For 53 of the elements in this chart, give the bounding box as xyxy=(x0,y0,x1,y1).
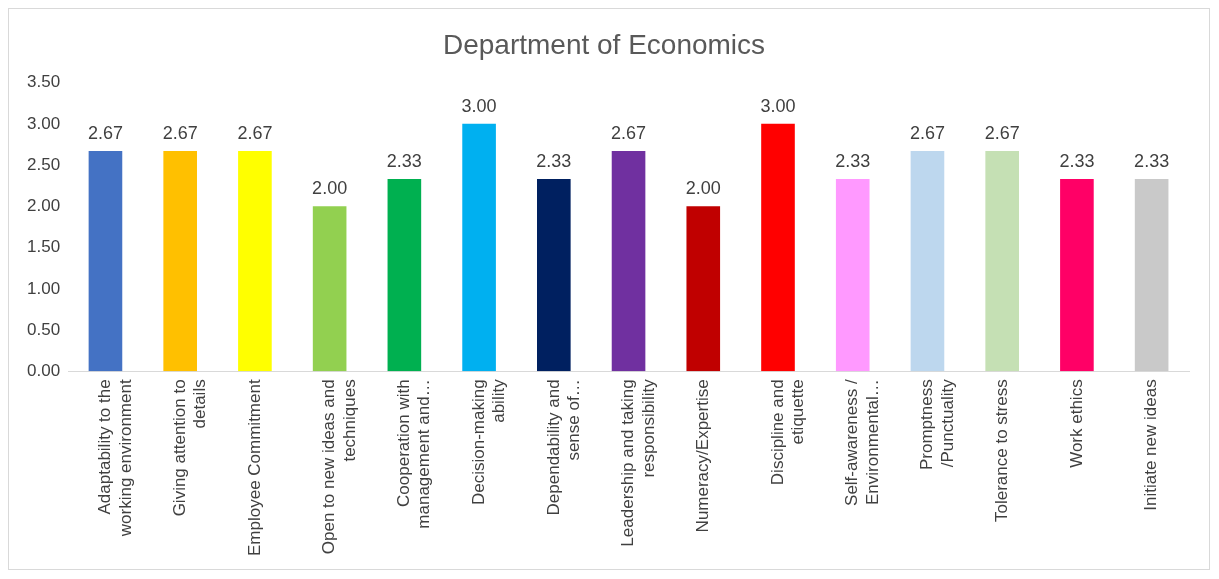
y-tick-label: 3.00 xyxy=(26,113,61,133)
data-label: 3.00 xyxy=(760,95,796,116)
bar xyxy=(537,179,571,372)
data-label: 2.67 xyxy=(984,123,1020,144)
data-label: 2.67 xyxy=(237,123,273,144)
bar xyxy=(835,179,870,372)
x-tick-label: Decision-making ability xyxy=(468,378,509,506)
x-tick-label: Discipline and etiquette xyxy=(767,379,808,486)
x-tick-label: Employee Commitment xyxy=(244,379,264,557)
x-tick-label: Work ethics xyxy=(1066,379,1086,468)
x-tick-label: Self-awareness / Environmental… xyxy=(842,379,882,506)
data-label: 2.33 xyxy=(835,151,871,172)
bar xyxy=(686,206,721,372)
x-tick-label: Initiate new ideas xyxy=(1141,379,1161,511)
y-tick-label: 2.50 xyxy=(26,154,61,174)
x-tick-label: Open to new ideas and techniques xyxy=(319,379,359,555)
x-tick-label: Giving attention to details xyxy=(169,379,210,517)
bar xyxy=(910,151,945,372)
bar xyxy=(238,151,272,372)
bar xyxy=(1134,179,1169,372)
data-label: 2.67 xyxy=(909,123,945,144)
y-tick-label: 0.50 xyxy=(26,319,61,339)
x-tick-label: Tolerance to stress xyxy=(991,379,1011,523)
data-label: 2.33 xyxy=(386,151,422,172)
y-tick-label: 3.50 xyxy=(26,72,61,92)
y-tick-label: 2.00 xyxy=(26,196,61,216)
x-tick-label: Promptness /Punctuality xyxy=(917,378,957,471)
y-tick-label: 1.00 xyxy=(26,278,61,298)
y-tick-label: 1.50 xyxy=(26,237,61,257)
bar xyxy=(163,151,197,372)
y-tick-label: 0.00 xyxy=(26,361,61,381)
data-label: 2.00 xyxy=(685,178,721,199)
data-label: 2.33 xyxy=(536,151,572,172)
bar xyxy=(88,151,123,372)
x-tick-label: Numeracy/Expertise xyxy=(692,379,712,533)
x-tick-label: Adaptability to the working environment xyxy=(95,379,135,538)
bar xyxy=(312,206,347,372)
bar xyxy=(985,151,1019,372)
data-label: 2.33 xyxy=(1134,151,1170,172)
x-tick-label: Cooperation with management and… xyxy=(394,379,434,529)
x-tick-label: Dependability and sense of… xyxy=(543,379,583,516)
data-label: 2.67 xyxy=(162,123,198,144)
chart-title: Department of Economics xyxy=(442,28,766,60)
bar xyxy=(761,123,795,372)
bar xyxy=(462,123,496,372)
data-label: 2.67 xyxy=(87,123,123,144)
data-label: 2.67 xyxy=(611,123,647,144)
bar xyxy=(387,179,422,372)
bar xyxy=(611,151,646,372)
bar xyxy=(1060,179,1094,372)
data-label: 2.33 xyxy=(1059,151,1095,172)
data-label: 3.00 xyxy=(461,95,497,116)
data-label: 2.00 xyxy=(312,178,348,199)
